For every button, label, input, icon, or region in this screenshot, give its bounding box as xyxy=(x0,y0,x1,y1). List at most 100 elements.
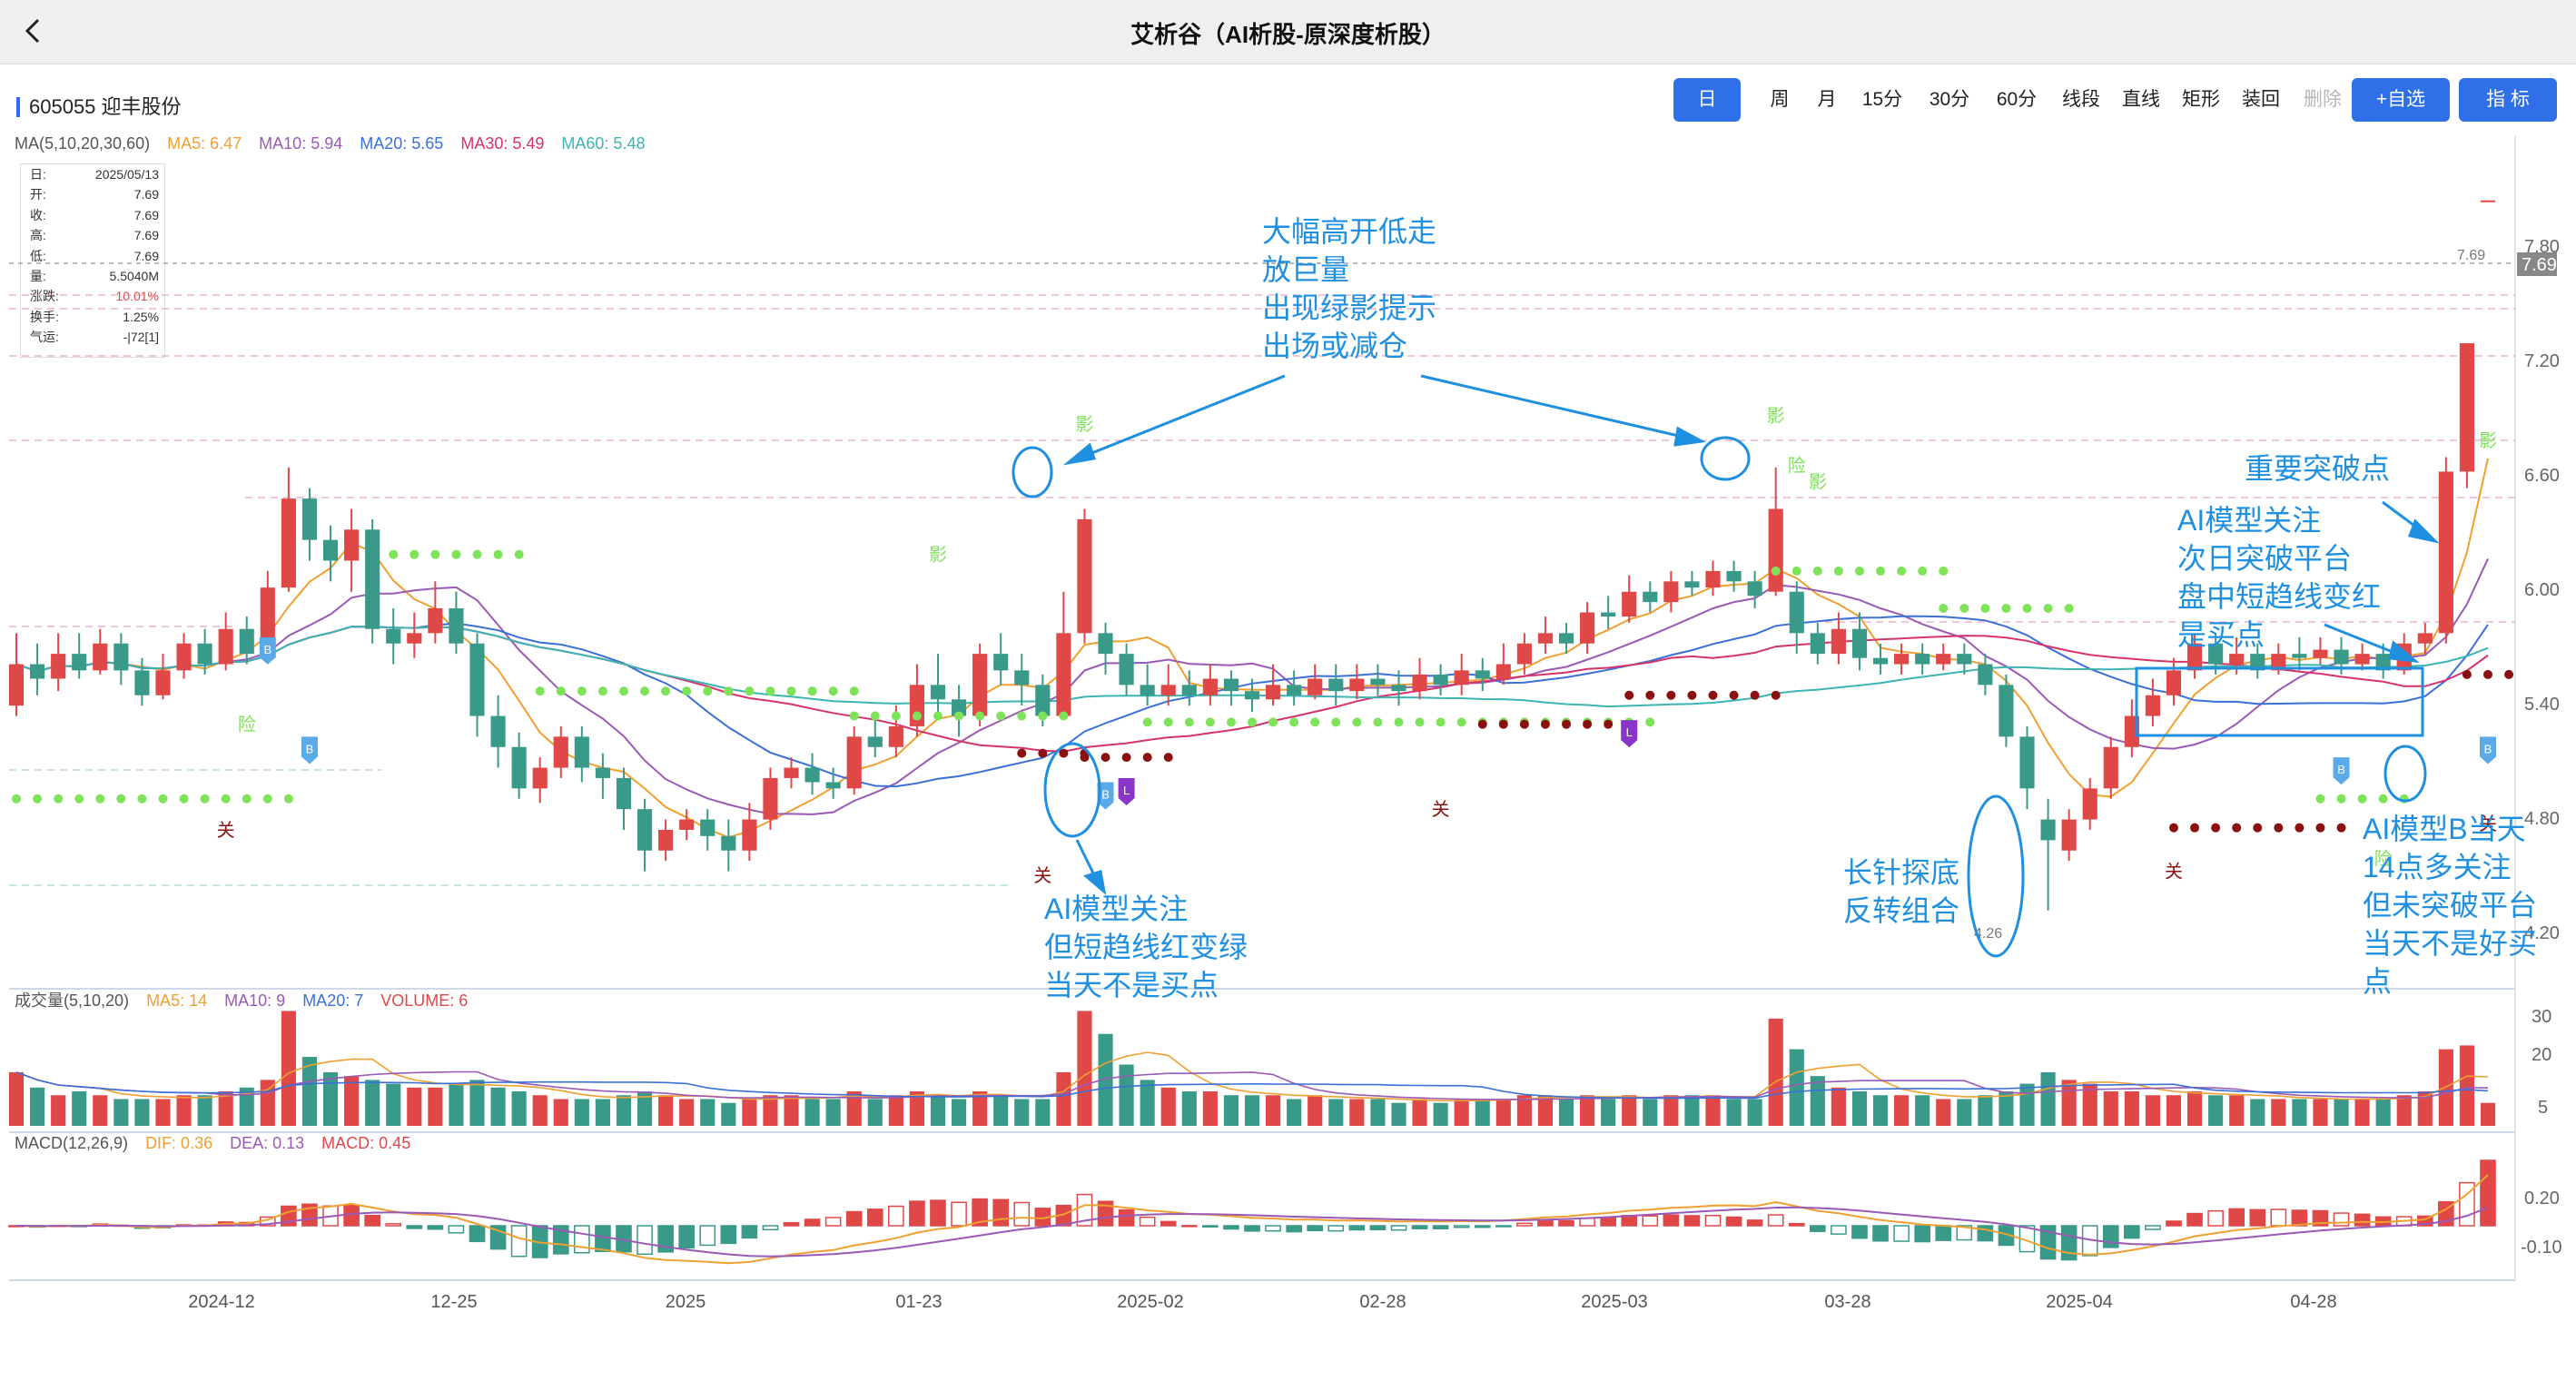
candle-body xyxy=(176,643,192,671)
macd-bar xyxy=(1139,1216,1156,1227)
candle-body xyxy=(1349,678,1365,692)
signal-dot xyxy=(1373,717,1383,727)
info-key: 高: xyxy=(30,228,46,243)
date-tick: 12-25 xyxy=(430,1292,477,1312)
buy-signal-tag-text: B xyxy=(306,742,314,755)
macd-bar xyxy=(1286,1225,1302,1233)
volume-bar xyxy=(825,1099,841,1126)
candle-body xyxy=(1077,518,1092,634)
buy-signal-tag-text: B xyxy=(1101,788,1110,802)
price-tick: 6.60 xyxy=(2524,466,2560,486)
indicator-button[interactable]: 指 标 xyxy=(2459,78,2557,122)
macd-bar xyxy=(657,1225,674,1253)
tab-week[interactable]: 周 xyxy=(1770,89,1790,110)
signal-dot xyxy=(1876,566,1886,576)
candle-body xyxy=(1684,581,1700,588)
candle-body xyxy=(1705,570,1721,588)
tool-segment[interactable]: 线段 xyxy=(2062,89,2100,110)
tab-day[interactable]: 日 xyxy=(1673,78,1741,122)
tab-15min[interactable]: 15分 xyxy=(1861,89,1903,110)
info-value: 7.69 xyxy=(133,228,159,243)
signal-dot xyxy=(1708,690,1718,700)
annotation-line: 反转组合 xyxy=(1843,894,1960,927)
candle-body xyxy=(2417,633,2433,644)
volume-bar xyxy=(658,1095,674,1126)
macd-bar xyxy=(469,1225,486,1243)
candle-body xyxy=(2271,654,2286,671)
vol-ma5-value: MA5: 14 xyxy=(146,991,208,1010)
volume-bar xyxy=(1915,1095,1930,1126)
tool-rect[interactable]: 矩形 xyxy=(2182,89,2220,110)
signal-dot xyxy=(597,686,607,696)
volume-bar xyxy=(407,1087,422,1126)
arrow-head-icon xyxy=(1082,870,1107,895)
candle-body xyxy=(763,777,778,820)
volume-bar xyxy=(2019,1083,2035,1126)
macd-bar xyxy=(1495,1225,1512,1228)
signal-dot xyxy=(2336,794,2346,804)
period-toolbar: 日 周 月 15分 30分 60分 线段 直线 矩形 装回 删除 +自选 指 标 xyxy=(1671,78,2561,122)
signal-dot xyxy=(1310,717,1320,727)
price-tick: 7.20 xyxy=(2524,351,2560,371)
signal-dot xyxy=(95,794,105,804)
candle-body xyxy=(2208,643,2224,665)
last-price-tag xyxy=(2517,252,2557,276)
volume-bar xyxy=(784,1095,799,1126)
volume-bar xyxy=(1747,1099,1762,1126)
volume-bar xyxy=(1349,1099,1365,1126)
macd-bar xyxy=(1118,1208,1135,1227)
macd-bar xyxy=(2270,1208,2287,1227)
back-arrow-icon[interactable] xyxy=(16,13,53,49)
annotation-line: AI模型关注 xyxy=(2177,504,2322,537)
add-watchlist-button[interactable]: +自选 xyxy=(2352,78,2450,122)
signal-dot xyxy=(1771,690,1781,700)
ma-line xyxy=(15,557,2489,815)
macd-bar xyxy=(1831,1225,1847,1235)
tool-delete[interactable]: 删除 xyxy=(2304,89,2342,110)
candle-body xyxy=(1098,633,1113,655)
volume-bar xyxy=(1412,1099,1427,1126)
annotation-line: 放巨量 xyxy=(1262,253,1350,286)
risk-signal-label: 险 xyxy=(1788,455,1806,476)
tab-60min[interactable]: 60分 xyxy=(1996,89,2038,110)
candle-body xyxy=(888,725,903,747)
candle-body xyxy=(1747,581,1762,597)
volume-bar xyxy=(1202,1091,1218,1126)
shadow-signal-label: 影 xyxy=(2479,430,2497,451)
macd-bar xyxy=(343,1205,360,1227)
volume-bar xyxy=(1287,1099,1302,1126)
macd-bar xyxy=(1704,1215,1722,1227)
volume-bar xyxy=(700,1099,716,1126)
volume-bar xyxy=(1495,1099,1511,1126)
candle-body xyxy=(72,654,87,671)
long-signal-tag xyxy=(1621,720,1638,748)
signal-dot xyxy=(74,794,84,804)
tab-month[interactable]: 月 xyxy=(1817,89,1837,110)
volume-bar xyxy=(1098,1033,1113,1126)
volume-bar xyxy=(972,1091,988,1126)
tool-restore[interactable]: 装回 xyxy=(2242,89,2280,110)
tab-30min[interactable]: 30分 xyxy=(1929,89,1970,110)
macd-bar xyxy=(824,1217,842,1227)
macd-bar xyxy=(951,1201,967,1227)
tool-line[interactable]: 直线 xyxy=(2122,89,2160,110)
candle-body xyxy=(239,628,254,655)
volume-bar xyxy=(1475,1099,1490,1126)
signal-dot xyxy=(1624,690,1634,700)
signal-dot xyxy=(1205,717,1215,727)
candle-body xyxy=(93,643,108,671)
volume-bar xyxy=(804,1099,820,1126)
volume-bar xyxy=(2480,1102,2496,1126)
info-value: 10.01% xyxy=(115,289,159,304)
dif-value: DIF: 0.36 xyxy=(145,1134,213,1152)
vol-ma10-value: MA10: 9 xyxy=(224,991,286,1010)
candle-body xyxy=(2250,654,2265,671)
candle-body xyxy=(1999,685,2014,737)
shadow-signal-label: 影 xyxy=(1075,414,1093,435)
macd-bar xyxy=(1265,1225,1281,1232)
annotation-shapes xyxy=(1012,374,2440,958)
annotation-line: 长针探底 xyxy=(1843,856,1960,889)
candle-body xyxy=(1014,670,1030,686)
signal-dot xyxy=(451,549,461,559)
